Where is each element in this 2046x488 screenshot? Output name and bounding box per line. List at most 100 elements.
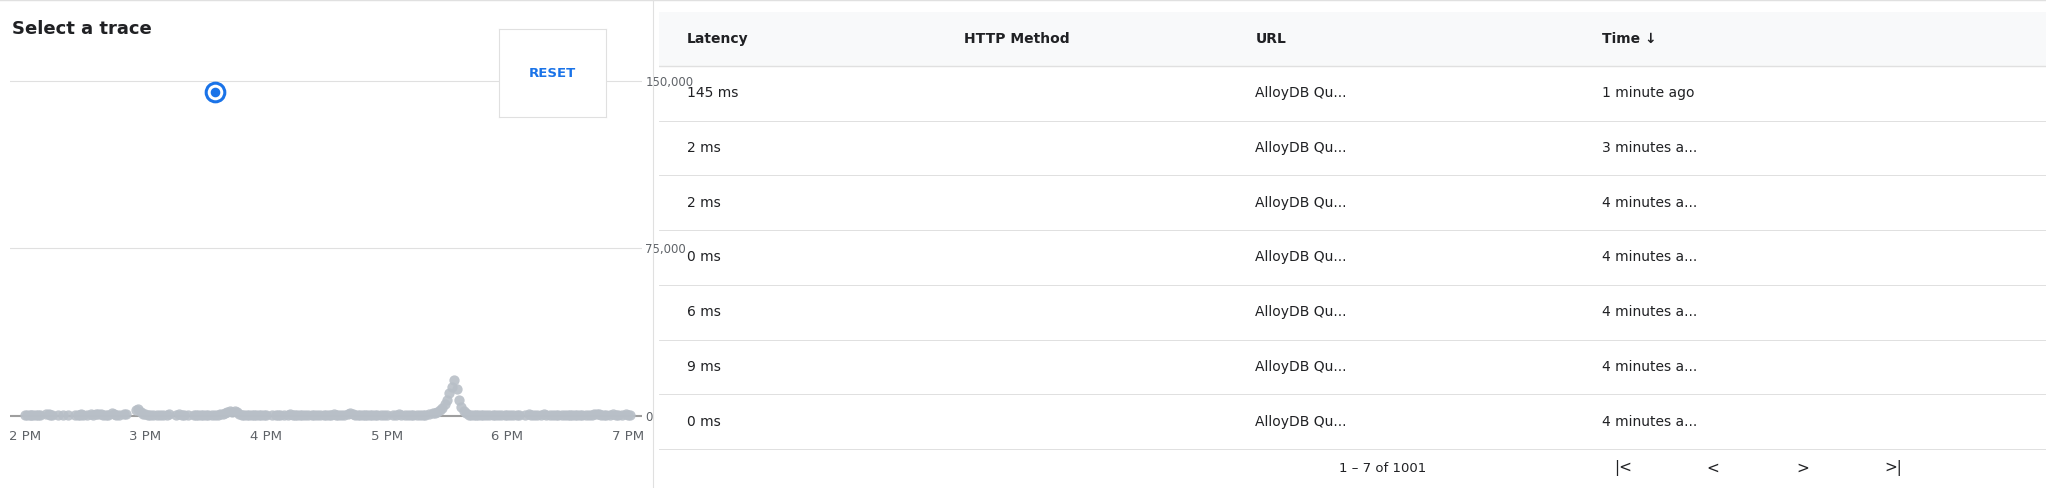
Text: AlloyDB Qu...: AlloyDB Qu... — [1256, 141, 1346, 155]
Point — [550, 411, 583, 419]
Text: AlloyDB Qu...: AlloyDB Qu... — [1256, 415, 1346, 428]
Point — [33, 410, 65, 418]
Point — [278, 411, 311, 419]
Point — [143, 411, 176, 419]
Point — [383, 410, 415, 418]
Point — [184, 411, 217, 419]
Point — [231, 411, 264, 419]
Point — [100, 411, 133, 419]
Point — [86, 411, 119, 419]
Text: HTTP Method: HTTP Method — [964, 32, 1070, 46]
Point — [160, 411, 192, 419]
Point — [227, 411, 260, 419]
Point — [12, 411, 45, 419]
Point — [473, 411, 505, 419]
Point — [131, 411, 164, 419]
Point — [333, 409, 366, 417]
Point — [360, 410, 393, 418]
Point — [23, 411, 55, 419]
Point — [485, 411, 518, 419]
Point — [497, 411, 530, 419]
Point — [192, 411, 225, 419]
Point — [554, 411, 587, 419]
Point — [82, 410, 115, 418]
Point — [43, 411, 76, 419]
Point — [110, 410, 143, 418]
Point — [65, 410, 98, 418]
Point — [207, 410, 239, 418]
Point — [264, 411, 297, 419]
Point — [233, 411, 266, 419]
Point — [166, 411, 198, 419]
Text: 2 ms: 2 ms — [687, 196, 720, 210]
Point — [223, 410, 256, 418]
Text: 4 minutes a...: 4 minutes a... — [1602, 360, 1698, 374]
Point — [182, 411, 215, 419]
Point — [393, 411, 426, 419]
Point — [440, 385, 473, 393]
Point — [201, 411, 233, 419]
Point — [72, 411, 104, 419]
Point — [268, 411, 301, 419]
Point — [522, 411, 554, 419]
Point — [421, 407, 454, 415]
Point — [250, 411, 282, 419]
Point — [446, 403, 479, 410]
Point — [168, 411, 201, 419]
Point — [84, 410, 117, 418]
Text: AlloyDB Qu...: AlloyDB Qu... — [1256, 360, 1346, 374]
Point — [319, 411, 352, 419]
Point — [557, 411, 589, 419]
Text: 1 minute ago: 1 minute ago — [1602, 86, 1694, 100]
Point — [317, 410, 350, 418]
Point — [419, 409, 452, 417]
Point — [213, 407, 246, 415]
Point — [354, 411, 387, 419]
Point — [180, 411, 213, 419]
Text: 0 ms: 0 ms — [687, 250, 720, 264]
Point — [260, 411, 293, 419]
Point — [397, 411, 430, 419]
Point — [198, 88, 231, 96]
Point — [401, 411, 434, 419]
Text: 1 – 7 of 1001: 1 – 7 of 1001 — [1338, 462, 1426, 475]
Point — [211, 408, 243, 416]
Point — [477, 411, 509, 419]
Point — [424, 406, 456, 414]
Point — [364, 411, 397, 419]
Point — [356, 411, 389, 419]
Point — [8, 411, 41, 419]
Point — [293, 411, 325, 419]
Point — [575, 411, 608, 419]
Point — [368, 411, 401, 419]
Point — [509, 410, 542, 418]
Text: AlloyDB Qu...: AlloyDB Qu... — [1256, 86, 1346, 100]
Point — [489, 411, 522, 419]
Point — [51, 411, 84, 419]
Text: RESET: RESET — [528, 67, 577, 80]
Point — [448, 407, 481, 415]
Point — [129, 410, 162, 418]
Point — [528, 410, 561, 418]
Text: 3 minutes a...: 3 minutes a... — [1602, 141, 1698, 155]
Point — [307, 411, 340, 419]
Point — [80, 410, 113, 418]
Point — [569, 411, 602, 419]
Point — [514, 410, 546, 418]
Point — [205, 410, 237, 418]
Text: >|: >| — [1884, 461, 1903, 476]
Point — [301, 411, 333, 419]
Point — [593, 410, 626, 418]
Point — [428, 401, 460, 408]
Point — [119, 406, 151, 414]
Point — [288, 411, 321, 419]
Point — [466, 411, 499, 419]
Point — [272, 410, 305, 418]
Point — [90, 411, 123, 419]
Point — [493, 411, 526, 419]
Point — [219, 407, 252, 415]
Text: 4 minutes a...: 4 minutes a... — [1602, 250, 1698, 264]
Point — [442, 396, 475, 404]
Point — [274, 410, 307, 418]
Point — [225, 410, 258, 418]
